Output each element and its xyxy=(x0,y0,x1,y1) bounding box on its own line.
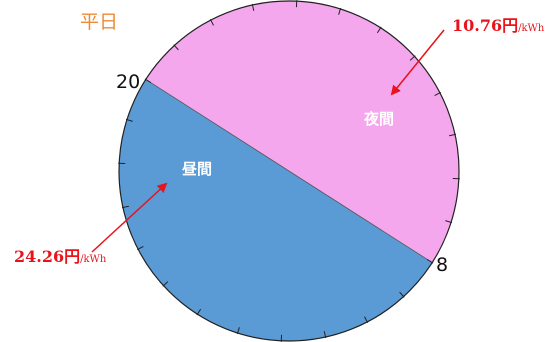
hour-tick xyxy=(434,91,442,96)
hour-tick xyxy=(144,78,152,84)
pie-outline xyxy=(118,0,460,342)
hour-tick xyxy=(399,291,405,298)
hour-tick xyxy=(162,281,169,287)
night-rate-label: 10.76円/kWh xyxy=(452,16,545,35)
chart-title: 平日 xyxy=(80,11,118,33)
day-rate-label: 24.26円/kWh xyxy=(14,247,107,266)
slice-label-day: 昼間 xyxy=(182,160,212,178)
slice-divider xyxy=(145,79,433,263)
hour-ticks xyxy=(118,0,460,342)
day-rate-unit: /kWh xyxy=(80,254,107,265)
night-rate-arrow xyxy=(390,29,445,96)
hour-tick xyxy=(125,118,133,122)
hour-tick xyxy=(409,55,416,61)
hour-tick xyxy=(251,3,255,11)
hour-label-8: 8 xyxy=(436,254,448,276)
hour-tick xyxy=(173,44,179,51)
hour-tick xyxy=(426,258,434,264)
hour-tick xyxy=(445,220,453,224)
hour-label-20: 20 xyxy=(116,71,140,93)
hour-tick xyxy=(136,246,144,251)
hour-tick xyxy=(449,133,457,137)
hour-tick xyxy=(236,327,240,335)
day-rate-value: 24.26円 xyxy=(14,247,80,266)
slice-night xyxy=(119,79,433,341)
hour-tick xyxy=(338,7,342,15)
hour-tick xyxy=(209,18,214,26)
slice-day xyxy=(145,1,459,263)
hour-tick xyxy=(364,316,369,324)
night-rate-unit: /kWh xyxy=(518,23,545,34)
slice-label-night: 夜間 xyxy=(363,110,394,128)
hour-tick xyxy=(376,26,382,34)
night-rate-value: 10.76円 xyxy=(452,16,518,35)
hour-tick xyxy=(121,205,129,209)
hour-tick xyxy=(323,331,327,339)
hour-tick xyxy=(196,308,202,316)
day-rate-arrow xyxy=(91,182,168,253)
